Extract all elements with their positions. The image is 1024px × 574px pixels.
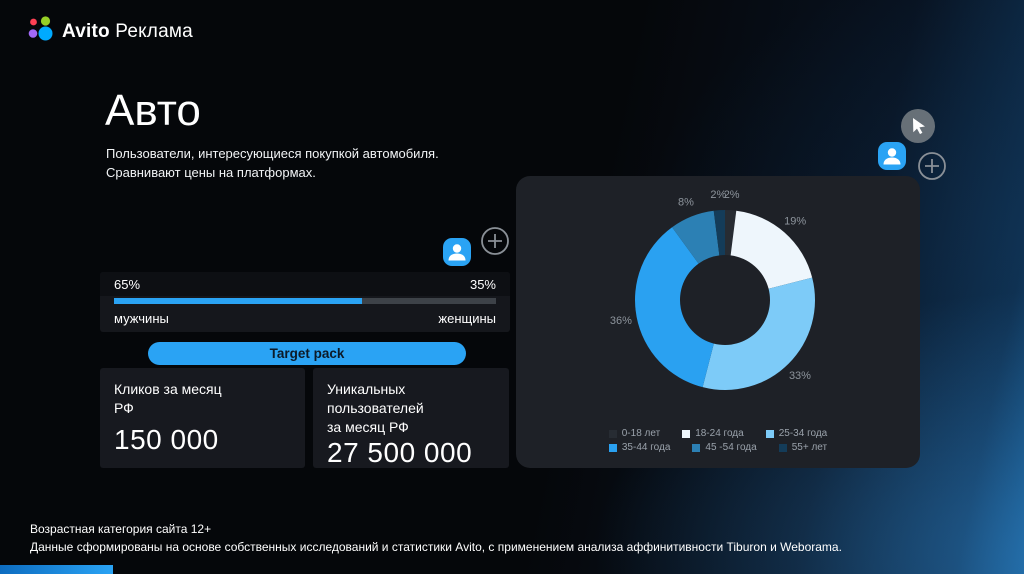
chart-legend-row-2: 35-44 года 45 -54 года 55+ лет bbox=[516, 442, 920, 453]
unique-users-stat-label: Уникальных пользователей за месяц РФ bbox=[327, 380, 495, 437]
page-description: Пользователи, интересующиеся покупкой ав… bbox=[106, 144, 439, 182]
donut-slice bbox=[725, 210, 737, 256]
slice-percent-label: 2% bbox=[724, 189, 740, 201]
donut-slice bbox=[672, 210, 720, 264]
legend-label: 55+ лет bbox=[791, 442, 828, 453]
donut-slice bbox=[635, 227, 714, 388]
legend-item: 35-44 года bbox=[608, 442, 671, 453]
clicks-stat-card: Кликов за месяц РФ 150 000 bbox=[100, 368, 305, 468]
legend-item: 45 -54 года bbox=[692, 442, 757, 453]
legend-label: 35-44 года bbox=[621, 442, 671, 453]
legend-item: 25-34 года bbox=[765, 428, 828, 439]
donut-slice bbox=[730, 210, 813, 289]
brand-name: Avito bbox=[62, 20, 110, 42]
legend-swatch bbox=[765, 429, 774, 438]
target-pack-button[interactable]: Target pack bbox=[148, 342, 466, 365]
legend-swatch bbox=[682, 429, 691, 438]
age-donut-chart: 2% 19% 33% 36% 8% 2% bbox=[610, 189, 815, 390]
person-icon[interactable] bbox=[443, 238, 471, 266]
bottom-progress-bar bbox=[0, 565, 113, 574]
gender-split-card: 65% 35% мужчины женщины bbox=[100, 272, 510, 332]
unique-users-stat-card: Уникальных пользователей за месяц РФ 27 … bbox=[313, 368, 509, 468]
legend-swatch bbox=[608, 429, 617, 438]
slice-percent-label: 33% bbox=[789, 370, 811, 382]
users-label-line-2: пользователей bbox=[327, 400, 424, 416]
legend-swatch bbox=[692, 443, 701, 452]
page-title: Авто bbox=[105, 86, 201, 135]
legend-label: 25-34 года bbox=[778, 428, 828, 439]
description-line-1: Пользователи, интересующиеся покупкой ав… bbox=[106, 146, 439, 161]
users-label-line-1: Уникальных bbox=[327, 381, 406, 397]
legend-swatch bbox=[608, 443, 617, 452]
age-chart-panel: 2% 19% 33% 36% 8% 2% 0-18 лет 18-24 года 25-34 … bbox=[516, 176, 920, 468]
gender-percent-strip: 65% 35% bbox=[100, 272, 510, 296]
description-line-2: Сравнивают цены на платформах. bbox=[106, 165, 316, 180]
legend-label: 0-18 лет bbox=[621, 428, 661, 439]
legend-item: 0-18 лет bbox=[608, 428, 661, 439]
cursor-pointer-icon[interactable] bbox=[901, 109, 935, 143]
donut-slice bbox=[713, 210, 725, 256]
brand: Avito Реклама bbox=[28, 16, 193, 47]
female-label: женщины bbox=[438, 311, 496, 326]
clicks-label-line-1: Кликов за месяц bbox=[114, 381, 222, 397]
female-percent: 35% bbox=[469, 276, 496, 292]
gender-labels: мужчины женщины bbox=[100, 304, 510, 326]
person-icon[interactable] bbox=[878, 142, 906, 170]
brand-text: Avito Реклама bbox=[62, 21, 193, 43]
gender-progress-bar bbox=[114, 298, 496, 304]
legend-item: 55+ лет bbox=[778, 442, 828, 453]
plus-circle-icon[interactable] bbox=[917, 151, 947, 181]
gender-progress-fill bbox=[114, 298, 363, 304]
donut-slice bbox=[702, 277, 815, 390]
data-source-note: Данные сформированы на основе собственны… bbox=[30, 540, 842, 554]
clicks-label-line-2: РФ bbox=[114, 400, 134, 416]
male-label: мужчины bbox=[114, 311, 169, 326]
legend-label: 18-24 года bbox=[695, 428, 744, 439]
legend-item: 18-24 года bbox=[682, 428, 744, 439]
legend-label: 45 -54 года bbox=[705, 442, 757, 453]
age-rating-note: Возрастная категория сайта 12+ bbox=[30, 522, 212, 536]
brand-product: Реклама bbox=[115, 20, 193, 42]
plus-circle-icon[interactable] bbox=[480, 226, 510, 256]
unique-users-stat-value: 27 500 000 bbox=[327, 437, 473, 468]
slice-percent-label: 19% bbox=[784, 215, 806, 227]
clicks-stat-label: Кликов за месяц РФ bbox=[114, 380, 291, 418]
legend-swatch bbox=[778, 443, 787, 452]
slice-percent-label: 8% bbox=[678, 196, 694, 208]
slice-percent-label: 36% bbox=[610, 315, 632, 327]
slice-percent-label: 2% bbox=[710, 189, 726, 201]
male-percent: 65% bbox=[114, 276, 141, 292]
chart-legend-row-1: 0-18 лет 18-24 года 25-34 года bbox=[516, 428, 920, 439]
users-label-line-3: за месяц РФ bbox=[327, 419, 409, 435]
avito-logo-icon bbox=[28, 16, 54, 47]
clicks-stat-value: 150 000 bbox=[114, 424, 219, 455]
